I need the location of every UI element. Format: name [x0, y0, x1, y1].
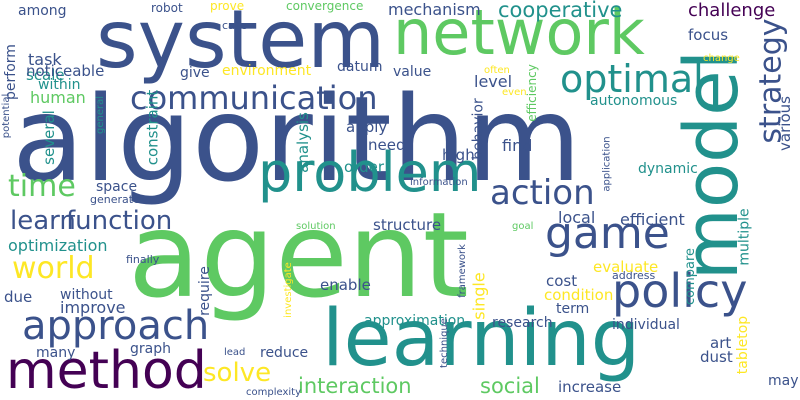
word-method: method	[6, 341, 207, 400]
word-function: function	[66, 206, 173, 236]
word-perform: perform	[3, 44, 19, 100]
word-structure: structure	[373, 216, 442, 234]
word-require: require	[197, 266, 213, 316]
word-various: various	[776, 96, 794, 151]
word-individual: individual	[612, 317, 680, 333]
word-graph: graph	[130, 341, 171, 357]
word-tabletop: tabletop	[735, 316, 751, 375]
word-apply: apply	[346, 118, 388, 136]
word-without: without	[60, 287, 113, 303]
word-challenge: challenge	[688, 0, 776, 21]
word-game: game	[545, 208, 670, 259]
word-generate: generate	[90, 193, 140, 206]
word-human: human	[30, 88, 86, 107]
word-policy: policy	[612, 264, 748, 318]
word-agent: agent	[128, 186, 469, 324]
word-mechanism: mechanism	[388, 0, 481, 19]
word-case: case	[222, 19, 248, 32]
word-several: several	[40, 110, 58, 165]
word-change: change	[703, 53, 740, 64]
word-due: due	[4, 288, 33, 306]
word-social: social	[480, 374, 540, 398]
word-behavior: behavior	[470, 97, 487, 160]
word-constraint: constraint	[142, 89, 161, 166]
word-find: find	[502, 136, 533, 155]
word-value: value	[393, 64, 432, 80]
word-focus: focus	[688, 26, 729, 44]
word-lead: lead	[224, 347, 246, 358]
word-network: network	[393, 0, 645, 69]
word-optimal: optimal	[560, 57, 704, 101]
word-potential: potential	[1, 93, 13, 139]
word-single: single	[470, 272, 489, 320]
word-problem: problem	[258, 141, 482, 204]
word-within: within	[38, 77, 81, 93]
word-reduce: reduce	[260, 345, 309, 361]
word-art: art	[710, 334, 732, 352]
word-efficiency: efficiency	[524, 63, 539, 122]
word-order: order	[344, 158, 384, 176]
word-learn: learn	[10, 206, 76, 236]
word-often: often	[484, 65, 510, 76]
word-high: high	[442, 146, 475, 164]
word-improve: improve	[60, 298, 126, 317]
word-application: application	[601, 135, 613, 192]
word-environment: environment	[222, 63, 312, 79]
word-among: among	[18, 3, 67, 19]
word-condition: condition	[544, 286, 614, 304]
word-solve: solve	[203, 358, 272, 388]
word-action: action	[490, 173, 595, 213]
word-scale: scale	[26, 66, 65, 84]
word-goal: goal	[512, 221, 534, 232]
word-solution: solution	[296, 221, 336, 232]
word-world: world	[12, 251, 95, 286]
word-need: need	[368, 136, 406, 154]
word-enable: enable	[320, 276, 371, 294]
word-cooperative: cooperative	[498, 0, 623, 22]
word-investigate: investigate	[283, 262, 294, 318]
word-task: task	[28, 50, 62, 69]
word-give: give	[180, 65, 210, 81]
word-general: general	[94, 95, 106, 135]
word-time: time	[8, 169, 76, 204]
word-evaluate: evaluate	[593, 258, 659, 276]
word-multiple: multiple	[736, 207, 753, 266]
word-may: may	[768, 373, 799, 389]
word-information: information	[410, 177, 468, 188]
word-term: term	[556, 301, 590, 317]
word-finally: finally	[126, 253, 160, 266]
word-system: system	[96, 0, 386, 86]
word-communication: communication	[130, 79, 378, 117]
word-convergence: convergence	[286, 0, 364, 13]
word-increase: increase	[558, 378, 622, 396]
word-dynamic: dynamic	[638, 161, 698, 177]
word-address: address	[612, 269, 656, 282]
word-approach: approach	[22, 303, 210, 349]
word-approximation: approximation	[364, 313, 466, 329]
word-even: even	[502, 87, 527, 98]
word-noticeable: noticeable	[26, 62, 105, 80]
word-dust: dust	[700, 348, 733, 366]
word-research: research	[492, 315, 553, 331]
word-level: level	[474, 72, 513, 91]
word-complexity: complexity	[246, 387, 301, 398]
word-optimization: optimization	[8, 236, 108, 255]
word-cost: cost	[546, 272, 578, 290]
word-interaction: interaction	[298, 374, 412, 398]
word-compare: compare	[682, 247, 698, 306]
word-efficient: efficient	[620, 210, 685, 229]
word-analysis: analysis	[293, 111, 312, 173]
word-local: local	[558, 208, 596, 227]
word-robot: robot	[151, 1, 183, 15]
word-framework: framework	[456, 243, 468, 298]
word-technique: technique	[439, 318, 450, 368]
word-space: space	[96, 179, 138, 195]
word-autonomous: autonomous	[590, 93, 678, 109]
word-prove: prove	[210, 0, 245, 13]
word-learning: learning	[322, 294, 641, 384]
word-algorithm: algorithm	[12, 70, 582, 208]
word-many: many	[36, 345, 76, 361]
word-datum: datum	[337, 59, 383, 75]
